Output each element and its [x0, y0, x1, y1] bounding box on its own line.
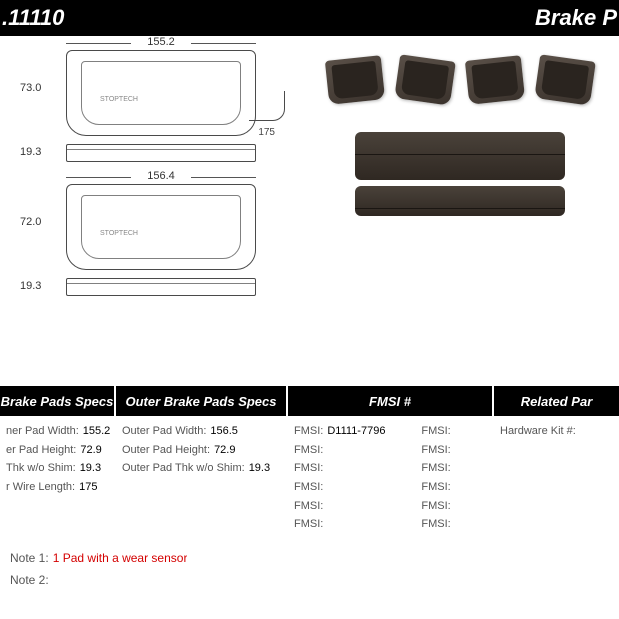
pad2-inner: STOPTECH: [81, 195, 241, 259]
note-1-row: Note 1:1 Pad with a wear sensor: [10, 548, 187, 570]
pad1-outline: STOPTECH 175: [66, 50, 256, 136]
inner-height-row: er Pad Height:72.9: [6, 441, 110, 460]
inner-width-row: ner Pad Width:155.2: [6, 422, 110, 441]
label: Hardware Kit #:: [500, 422, 576, 441]
pad1-width-dim: 155.2: [66, 36, 256, 48]
pad2-thk-dim: 19.3: [20, 280, 41, 292]
value: [327, 441, 395, 460]
fmsi-row: FMSI:D1111-7796: [294, 422, 395, 441]
note-label: Note 1:: [10, 548, 49, 570]
note-2-row: Note 2:: [10, 570, 187, 592]
spec-headers: Brake Pads Specs Outer Brake Pads Specs …: [0, 386, 619, 416]
label: FMSI:: [294, 422, 323, 441]
label: er Pad Height:: [6, 441, 76, 460]
part-number: .11110: [0, 5, 64, 31]
spec-body: ner Pad Width:155.2 er Pad Height:72.9 T…: [0, 416, 619, 540]
note-label: Note 2:: [10, 570, 49, 592]
label: FMSI:: [421, 515, 450, 534]
hardware-kit-row: Hardware Kit #:: [500, 422, 613, 441]
photo-pad: [325, 55, 385, 105]
label: Outer Pad Height:: [122, 441, 210, 460]
outer-height-row: Outer Pad Height:72.9: [122, 441, 282, 460]
photo-pad: [394, 54, 456, 105]
value: 19.3: [80, 459, 101, 478]
fmsi-col: FMSI:D1111-7796 FMSI: FMSI: FMSI: FMSI: …: [288, 416, 494, 540]
fmsi-row: FMSI:: [294, 441, 395, 460]
fmsi-row: FMSI:: [294, 459, 395, 478]
value: 19.3: [249, 459, 270, 478]
pad1-drawing: 155.2 73.0 STOPTECH 175: [14, 50, 294, 136]
pad1-wire: [249, 91, 285, 121]
label: FMSI:: [421, 459, 450, 478]
outer-thk-row: Outer Pad Thk w/o Shim:19.3: [122, 459, 282, 478]
label: FMSI:: [294, 497, 323, 516]
photo-pad: [534, 54, 596, 105]
label: r Wire Length:: [6, 478, 75, 497]
inner-wire-row: r Wire Length:175: [6, 478, 110, 497]
technical-drawings: 155.2 73.0 STOPTECH 175 19.3 156.4 72.0 …: [14, 50, 294, 296]
note-value: 1 Pad with a wear sensor: [53, 548, 188, 570]
diagram-area: 155.2 73.0 STOPTECH 175 19.3 156.4 72.0 …: [0, 40, 619, 380]
value: 156.5: [210, 422, 238, 441]
value: 175: [79, 478, 97, 497]
outer-width-row: Outer Pad Width:156.5: [122, 422, 282, 441]
label: FMSI:: [294, 459, 323, 478]
pad2-sideview: [66, 278, 256, 296]
fmsi-subcol-1: FMSI:D1111-7796 FMSI: FMSI: FMSI: FMSI: …: [294, 422, 395, 534]
value: 155.2: [83, 422, 110, 441]
label: FMSI:: [294, 515, 323, 534]
label: ner Pad Width:: [6, 422, 79, 441]
value: [327, 497, 395, 516]
hdr-inner-specs: Brake Pads Specs: [0, 386, 116, 416]
label: Outer Pad Thk w/o Shim:: [122, 459, 245, 478]
label: Outer Pad Width:: [122, 422, 206, 441]
fmsi-row: FMSI:: [294, 515, 395, 534]
related-col: Hardware Kit #:: [494, 416, 619, 540]
label: FMSI:: [294, 441, 323, 460]
fmsi-row: FMSI:: [294, 497, 395, 516]
pad1-brand-label: STOPTECH: [100, 96, 138, 103]
value: [327, 478, 395, 497]
pad2-outline: STOPTECH: [66, 184, 256, 270]
label: FMSI:: [294, 478, 323, 497]
hdr-outer-specs: Outer Brake Pads Specs: [116, 386, 288, 416]
inner-specs-col: ner Pad Width:155.2 er Pad Height:72.9 T…: [0, 416, 116, 540]
outer-specs-col: Outer Pad Width:156.5 Outer Pad Height:7…: [116, 416, 288, 540]
pad1-inner: STOPTECH: [81, 61, 241, 125]
label: FMSI:: [421, 441, 450, 460]
value: 72.9: [80, 441, 101, 460]
pad2-drawing: 156.4 72.0 STOPTECH: [14, 184, 294, 270]
fmsi-row: FMSI:: [294, 478, 395, 497]
pad2-width-dim: 156.4: [66, 170, 256, 182]
label: Thk w/o Shim:: [6, 459, 76, 478]
pad1-thk-dim: 19.3: [20, 146, 41, 158]
pad2-brand-label: STOPTECH: [100, 230, 138, 237]
value: 72.9: [214, 441, 235, 460]
pad1-sideview: [66, 144, 256, 162]
value: D1111-7796: [327, 422, 395, 441]
photo-stack-lower: [355, 186, 565, 216]
hdr-fmsi: FMSI #: [288, 386, 494, 416]
photo-pad: [465, 55, 525, 105]
hdr-related: Related Par: [494, 386, 619, 416]
header-title: Brake P: [535, 5, 617, 31]
value: [327, 459, 395, 478]
pad2-height-dim: 72.0: [20, 216, 41, 228]
photo-stack: [355, 132, 565, 180]
header-bar: .11110 Brake P: [0, 0, 619, 36]
inner-thk-row: Thk w/o Shim:19.3: [6, 459, 110, 478]
value: [327, 515, 395, 534]
pad1-wire-dim: 175: [258, 127, 275, 138]
photo-row-top: [305, 58, 615, 102]
label: FMSI:: [421, 497, 450, 516]
notes-section: Note 1:1 Pad with a wear sensor Note 2:: [10, 548, 187, 591]
label: FMSI:: [421, 478, 450, 497]
label: FMSI:: [421, 422, 450, 441]
product-photos: [305, 58, 615, 216]
pad1-height-dim: 73.0: [20, 82, 41, 94]
